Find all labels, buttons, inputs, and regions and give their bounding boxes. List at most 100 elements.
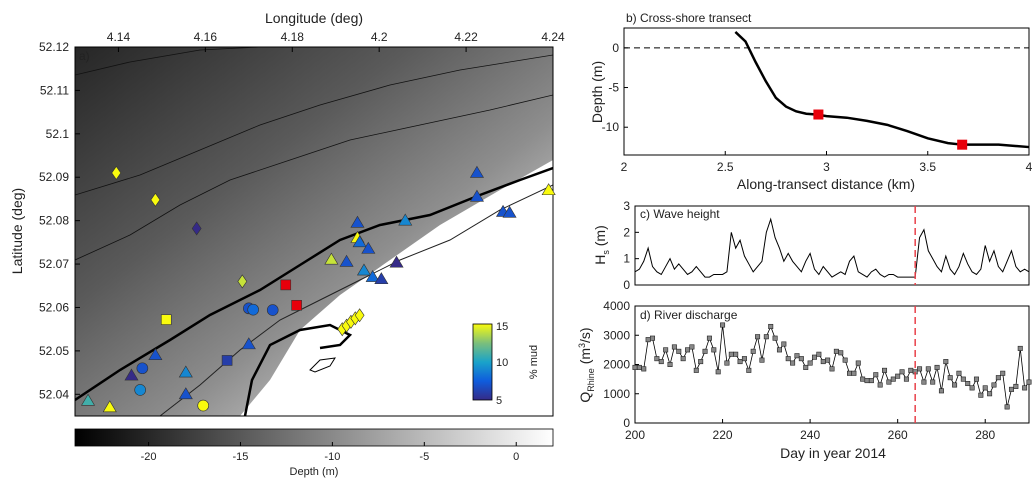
- discharge-point: [969, 385, 975, 391]
- depth-colorbar-tick-label: -10: [324, 451, 340, 463]
- discharge-point: [886, 379, 892, 385]
- discharge-point: [921, 379, 927, 385]
- map-point-diamond: [354, 308, 365, 323]
- discharge-point: [676, 348, 682, 354]
- map-point-triangle: [398, 213, 413, 226]
- map-point-square: [160, 314, 172, 325]
- discharge-point: [715, 369, 721, 375]
- mud-colorbar-tick-bottom: 5: [496, 395, 502, 407]
- discharge-point: [1000, 370, 1006, 376]
- map-point-triangle: [469, 189, 484, 202]
- discharge-plot: 200 220 240 260 280 0 1000 2000 3000 4000: [603, 299, 1032, 442]
- discharge-point: [987, 391, 993, 397]
- discharge-point: [724, 360, 730, 366]
- map-ticks: 4.14 4.16 4.18 4.2 4.22 4.24 52.04 52.05 52.06 52…: [39, 30, 565, 401]
- discharge-point: [1017, 345, 1023, 351]
- discharge-point: [663, 347, 669, 353]
- map-point-triangle: [541, 183, 556, 196]
- wave-title: c) Wave height: [640, 207, 720, 221]
- discharge-point: [982, 385, 988, 391]
- wave-frame: [634, 205, 1030, 286]
- mud-colorbar: 15 10 5 % mud: [472, 321, 540, 407]
- discharge-point: [1022, 385, 1028, 391]
- discharge-point: [925, 366, 931, 372]
- discharge-point: [671, 344, 677, 350]
- discharge-y-tick-label: 0: [623, 416, 630, 430]
- discharge-point: [908, 367, 914, 373]
- map-point-triangle: [324, 252, 339, 265]
- discharge-line: [635, 324, 1030, 408]
- discharge-point: [790, 360, 796, 366]
- depth-colorbar-tick-label: -5: [419, 451, 429, 463]
- map-x-tick-label: 4.24: [541, 30, 565, 44]
- map-point-triangle: [365, 269, 380, 282]
- discharge-point: [680, 356, 686, 362]
- discharge-point: [882, 367, 888, 373]
- transect-x-tick-label: 3.5: [919, 160, 936, 174]
- discharge-point: [917, 366, 923, 372]
- map-point-triangle: [148, 348, 163, 361]
- discharge-y-tick-label: 3000: [603, 328, 630, 342]
- map-point-triangle: [102, 400, 117, 413]
- discharge-point: [811, 354, 817, 360]
- discharge-point: [706, 335, 712, 341]
- discharge-point: [895, 373, 901, 379]
- wave-height-line: [634, 217, 1030, 278]
- discharge-point: [864, 378, 870, 384]
- map-depth-contour: [243, 323, 353, 416]
- discharge-point: [776, 347, 782, 353]
- discharge-point: [763, 334, 769, 340]
- map-x-tick-label: 4.2: [371, 30, 388, 44]
- discharge-point: [943, 359, 949, 365]
- map-y-tick-label: 52.11: [40, 83, 69, 97]
- map-point-triangle: [350, 215, 365, 228]
- map-y-tick-label: 52.04: [39, 387, 69, 401]
- discharge-point: [868, 378, 874, 384]
- map-x-tick-label: 4.18: [281, 30, 305, 44]
- depth-colorbar: -20 -15 -10 -5 0 Depth (m): [74, 428, 554, 478]
- discharge-point: [720, 322, 726, 328]
- discharge-point: [903, 376, 909, 382]
- discharge-point: [930, 379, 936, 385]
- discharge-point: [741, 356, 747, 362]
- discharge-point: [829, 366, 835, 372]
- transect-sample-marker: [813, 109, 824, 120]
- discharge-ylabel: QRhine (m3/s): [577, 327, 596, 402]
- discharge-point: [755, 334, 761, 340]
- discharge-ylabel-unit-end: /s): [577, 327, 593, 343]
- map-y-tick-label: 52.06: [39, 300, 69, 314]
- discharge-x-tick-label: 240: [800, 428, 820, 442]
- discharge-point: [781, 341, 787, 347]
- discharge-point: [1004, 404, 1010, 410]
- discharge-point: [641, 366, 647, 372]
- discharge-panel: d) River discharge Day in year 2014 QRhi…: [577, 299, 1032, 461]
- mud-colorbar-tick-top: 15: [496, 321, 508, 333]
- discharge-point: [803, 364, 809, 370]
- discharge-ylabel-superscript: 3: [577, 343, 587, 348]
- wave-y-tick-label: 1: [623, 252, 630, 266]
- map-point-triangle: [124, 368, 139, 381]
- map-top-xlabel: Longitude (deg): [265, 10, 363, 26]
- map-sample-points: [81, 165, 556, 413]
- discharge-point: [847, 370, 853, 376]
- discharge-point: [899, 369, 905, 375]
- discharge-point: [650, 335, 656, 341]
- discharge-point: [685, 347, 691, 353]
- map-depth-contour: [75, 94, 553, 261]
- discharge-point: [877, 382, 883, 388]
- discharge-point: [973, 376, 979, 382]
- discharge-x-tick-label: 220: [713, 428, 733, 442]
- transect-title: b) Cross-shore transect: [626, 11, 752, 25]
- map-point-circle: [197, 399, 209, 412]
- discharge-point: [667, 361, 673, 367]
- wave-y-tick-label: 2: [623, 225, 630, 239]
- discharge-point: [711, 347, 717, 353]
- discharge-y-tick-label: 1000: [603, 387, 630, 401]
- discharge-point: [693, 367, 699, 373]
- discharge-frame: [634, 305, 1030, 424]
- map-point-square: [221, 355, 233, 366]
- transect-ylabel: Depth (m): [589, 61, 605, 123]
- discharge-point: [995, 375, 1001, 381]
- depth-colorbar-tick-label: -15: [233, 451, 249, 463]
